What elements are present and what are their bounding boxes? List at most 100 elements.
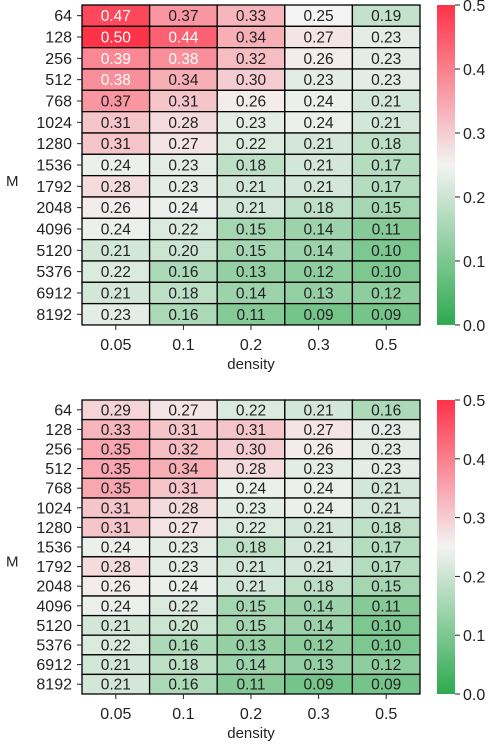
cell-value-label: 0.22 — [101, 264, 131, 281]
cell-value-label: 0.23 — [371, 442, 401, 459]
colorbar-gradient — [437, 400, 455, 694]
cell-value-label: 0.23 — [236, 500, 266, 517]
cell-value-label: 0.10 — [371, 264, 402, 281]
cell-value-label: 0.20 — [168, 243, 199, 260]
cell-value-label: 0.23 — [168, 559, 198, 576]
cell-value-label: 0.14 — [236, 657, 267, 674]
x-tick-label: 0.05 — [100, 337, 131, 354]
x-tick-label: 0.05 — [100, 706, 131, 723]
cell-value-label: 0.24 — [101, 598, 132, 615]
x-axis-label: density — [227, 356, 275, 373]
cell-value-label: 0.15 — [371, 579, 401, 596]
cell-value-label: 0.09 — [304, 677, 334, 694]
y-tick-label: 6912 — [36, 285, 72, 302]
y-tick-label: 1280 — [36, 136, 72, 153]
cell-value-label: 0.21 — [371, 93, 401, 110]
cell-value-label: 0.21 — [371, 500, 401, 517]
y-tick-label: 2048 — [36, 579, 72, 596]
colorbar-tick-label: 0.4 — [463, 452, 485, 469]
cell-value-label: 0.21 — [304, 520, 334, 537]
cell-value-label: 0.39 — [101, 51, 131, 68]
y-tick-label: 512 — [45, 72, 72, 89]
y-tick-label: 5376 — [36, 638, 72, 655]
y-tick-label: 4096 — [36, 598, 72, 615]
cell-value-label: 0.27 — [168, 402, 198, 419]
cell-value-label: 0.27 — [304, 29, 334, 46]
cell-value-label: 0.12 — [371, 285, 401, 302]
cell-value-label: 0.11 — [236, 677, 265, 694]
cell-value-label: 0.28 — [101, 179, 131, 196]
cell-value-label: 0.14 — [304, 618, 335, 635]
cell-value-label: 0.23 — [371, 29, 401, 46]
y-tick-label: 2048 — [36, 200, 72, 217]
cell-value-label: 0.28 — [168, 500, 198, 517]
y-tick-label: 8192 — [36, 677, 72, 694]
cell-value-label: 0.16 — [168, 677, 198, 694]
y-tick-label: 512 — [45, 461, 72, 478]
cell-value-label: 0.33 — [236, 8, 266, 25]
cell-value-label: 0.18 — [168, 285, 198, 302]
cell-value-label: 0.11 — [372, 221, 401, 238]
cell-value-label: 0.21 — [304, 402, 334, 419]
colorbar-tick-label: 0.3 — [463, 126, 485, 143]
x-tick-label: 0.5 — [375, 337, 397, 354]
cell-value-label: 0.34 — [168, 461, 199, 478]
x-axis-tick-labels: 0.05 0.1 0.2 0.3 0.5 — [100, 694, 397, 723]
cell-value-label: 0.26 — [101, 579, 131, 596]
x-tick-label: 0.1 — [172, 706, 194, 723]
cell-value-label: 0.11 — [372, 598, 401, 615]
x-tick-label: 0.2 — [240, 337, 262, 354]
cell-value-label: 0.11 — [236, 307, 265, 324]
colorbar-tick-label: 0.0 — [463, 687, 485, 704]
cell-value-label: 0.23 — [304, 72, 334, 89]
cell-value-label: 0.23 — [101, 307, 131, 324]
cell-value-label: 0.23 — [168, 157, 198, 174]
cell-value-label: 0.21 — [304, 157, 334, 174]
cell-value-label: 0.15 — [236, 221, 266, 238]
cell-value-label: 0.37 — [168, 8, 198, 25]
y-tick-label: 5120 — [36, 243, 72, 260]
cell-value-label: 0.32 — [236, 51, 266, 68]
y-tick-label: 8192 — [36, 307, 72, 324]
cell-value-label: 0.21 — [101, 285, 131, 302]
cell-value-label: 0.34 — [236, 29, 267, 46]
cell-value-label: 0.38 — [168, 51, 198, 68]
cell-value-label: 0.31 — [101, 500, 131, 517]
cell-value-label: 0.24 — [168, 200, 199, 217]
cell-value-label: 0.30 — [236, 72, 267, 89]
cell-value-label: 0.50 — [101, 29, 132, 46]
cell-value-label: 0.18 — [236, 540, 266, 557]
cell-value-label: 0.26 — [236, 93, 266, 110]
cell-value-label: 0.23 — [304, 461, 334, 478]
cell-value-label: 0.21 — [101, 243, 131, 260]
cell-value-label: 0.24 — [304, 481, 335, 498]
cell-value-label: 0.28 — [101, 559, 131, 576]
cell-value-label: 0.26 — [101, 200, 131, 217]
y-tick-label: 1792 — [36, 559, 72, 576]
cell-value-label: 0.09 — [371, 677, 401, 694]
y-tick-label: 256 — [45, 51, 72, 68]
cell-value-label: 0.17 — [371, 157, 401, 174]
cell-value-label: 0.18 — [371, 520, 401, 537]
cell-value-label: 0.22 — [168, 221, 198, 238]
y-tick-label: 1024 — [36, 500, 72, 517]
cell-value-label: 0.10 — [371, 243, 402, 260]
cell-value-label: 0.13 — [236, 264, 266, 281]
y-tick-label: 1536 — [36, 157, 72, 174]
x-axis-tick-labels: 0.05 0.1 0.2 0.3 0.5 — [100, 324, 397, 354]
heatmap-cells — [81, 4, 421, 326]
cell-value-label: 0.22 — [101, 638, 131, 655]
cell-value-label: 0.16 — [168, 264, 198, 281]
cell-value-label: 0.27 — [168, 136, 198, 153]
cell-value-label: 0.24 — [304, 500, 335, 517]
cell-value-label: 0.20 — [168, 618, 199, 635]
cell-value-label: 0.23 — [371, 51, 401, 68]
colorbar-gradient — [437, 5, 455, 325]
cell-value-label: 0.13 — [304, 285, 334, 302]
heatmap-cell — [351, 302, 421, 326]
cell-value-label: 0.18 — [304, 200, 334, 217]
cell-value-label: 0.22 — [236, 520, 266, 537]
cell-value-label: 0.15 — [236, 598, 266, 615]
cell-value-label: 0.24 — [236, 481, 267, 498]
